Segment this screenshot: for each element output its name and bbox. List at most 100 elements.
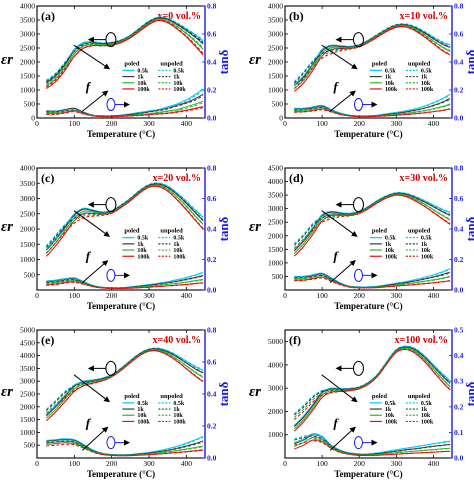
panel-label: (a) — [41, 9, 55, 23]
y2-axis-title: tanδ — [463, 381, 474, 406]
y-tick-label: 2000 — [20, 225, 35, 234]
y-tick-label: 5000 — [20, 326, 35, 335]
x-tick-label: 0 — [35, 459, 39, 468]
legend-label-unpoled: 1k — [173, 407, 180, 413]
y2-tick-label: 0.6 — [454, 194, 464, 203]
eps-line-unpoled-1k — [45, 17, 204, 83]
y-tick-label: 3500 — [20, 179, 35, 188]
plot-area — [45, 16, 204, 118]
legend-label-unpoled: 100k — [421, 254, 434, 260]
legend-label-poled: 10k — [385, 81, 395, 87]
y-tick-label: 2500 — [20, 390, 35, 399]
x-tick-label: 200 — [106, 119, 118, 128]
y2-tick-label: 0.3 — [454, 377, 464, 386]
y2-tick-label: 0.5 — [454, 326, 464, 335]
tan-line-unpoled-1k — [46, 95, 204, 117]
legend-label-unpoled: 1k — [173, 242, 180, 248]
y2-tick-label: 0.2 — [207, 255, 217, 264]
legend-label-poled: 1k — [137, 407, 144, 413]
legend-label-unpoled: 100k — [173, 254, 186, 260]
tan-line-unpoled-100k — [46, 443, 204, 457]
x-axis-title: Temperature (°C) — [87, 129, 155, 139]
tan-line-unpoled-0_5k — [294, 434, 451, 455]
y-tick-label: 3000 — [20, 194, 35, 203]
y2-tick-label: 0.6 — [207, 358, 217, 367]
y2-tick-label: 0.1 — [454, 428, 464, 437]
legend-label-unpoled: 100k — [173, 87, 186, 93]
legend-label-unpoled: 10k — [421, 248, 431, 254]
loop-arrow-left-icon — [105, 197, 117, 213]
eps-line-unpoled-0_5k — [293, 23, 451, 82]
legend-label-unpoled: 10k — [421, 81, 431, 87]
frequency-arrow-eps — [73, 210, 111, 237]
legend-label-unpoled: 100k — [421, 419, 434, 425]
y-tick-label: 4000 — [20, 164, 35, 173]
y-tick-label: 3500 — [268, 191, 283, 200]
panel-f: 0 100 200 300 400 1000 2000 3000 4000 5000 0.0 0.1 0… — [249, 326, 474, 480]
composition-label: x=0 vol.% — [158, 11, 201, 22]
panel-c: 0 100 200 300 400 500 1000 1500 2000 2500 3000 3500… — [1, 164, 231, 312]
frequency-arrow-tan — [82, 260, 109, 284]
y-tick-label: 3000 — [268, 384, 283, 393]
y-tick-label: 1500 — [20, 72, 35, 81]
frequency-arrow-eps — [321, 210, 358, 237]
loop-arrow-right-icon — [106, 268, 116, 282]
loop-arrow-right-icon — [106, 98, 116, 112]
panel-label: (b) — [289, 9, 304, 23]
frequency-arrow-eps — [73, 374, 111, 403]
legend-header-unpoled: unpoled — [160, 228, 183, 235]
eps-line-unpoled-10k — [293, 24, 451, 87]
y-tick-label: 1000 — [20, 255, 35, 264]
frequency-arrow-tan — [329, 426, 356, 451]
y2-tick-label: 0.4 — [454, 58, 464, 67]
y-axis-title: εr — [1, 384, 13, 400]
legend-label-unpoled: 0.5k — [421, 68, 433, 74]
y-tick-label: 1000 — [20, 86, 35, 95]
x-tick-label: 300 — [143, 119, 155, 128]
y-tick-label: 2500 — [20, 44, 35, 53]
legend-label-unpoled: 1k — [421, 75, 428, 81]
panel-label: (d) — [289, 171, 304, 185]
plot-area — [293, 345, 451, 457]
frequency-arrow-eps — [321, 374, 358, 403]
composition-label: x=30 vol.% — [400, 173, 448, 184]
x-tick-label: 100 — [69, 291, 81, 300]
eps-line-unpoled-1k — [293, 23, 451, 84]
tan-line-unpoled-100k — [294, 108, 451, 118]
plot-area — [293, 191, 451, 289]
eps-line-unpoled-10k — [45, 184, 204, 251]
y-tick-label: 3000 — [20, 30, 35, 39]
legend-header-poled: poled — [372, 393, 388, 400]
y-tick-label: 4000 — [20, 2, 35, 11]
eps-line-unpoled-100k — [293, 25, 451, 89]
y-tick-label: 5000 — [268, 337, 283, 346]
y-tick-label: 500 — [24, 100, 36, 109]
legend-label-poled: 100k — [385, 254, 398, 260]
eps-line-unpoled-100k — [45, 185, 204, 254]
x-tick-label: 300 — [143, 291, 155, 300]
panel-d: 0 100 200 300 400 500 1000 1500 2000 2500 3000 3500… — [249, 164, 474, 312]
y-tick-label: 500 — [272, 272, 284, 281]
legend-header-poled: poled — [124, 393, 140, 400]
y2-tick-label: 0.0 — [207, 286, 217, 295]
composition-label: x=100 vol.% — [395, 335, 448, 346]
loop-arrow-left-icon — [352, 360, 364, 376]
y-axis-title: εr — [1, 219, 13, 235]
tan-line-unpoled-10k — [294, 437, 451, 456]
plot-area — [45, 347, 204, 457]
tan-line-poled-100k — [46, 442, 204, 457]
legend-label-unpoled: 0.5k — [421, 236, 433, 242]
y-tick-label: 1000 — [268, 430, 283, 439]
y-tick-label: 2000 — [268, 58, 283, 67]
legend-label-poled: 0.5k — [385, 236, 397, 242]
legend-label-poled: 100k — [385, 419, 398, 425]
x-tick-label: 400 — [428, 459, 440, 468]
panel-label: (f) — [289, 333, 301, 347]
frequency-arrow-eps — [321, 44, 358, 70]
x-tick-label: 200 — [106, 459, 118, 468]
panel-label: (e) — [41, 333, 54, 347]
y-tick-label: 1500 — [20, 415, 35, 424]
loop-arrow-right-icon — [106, 436, 116, 450]
